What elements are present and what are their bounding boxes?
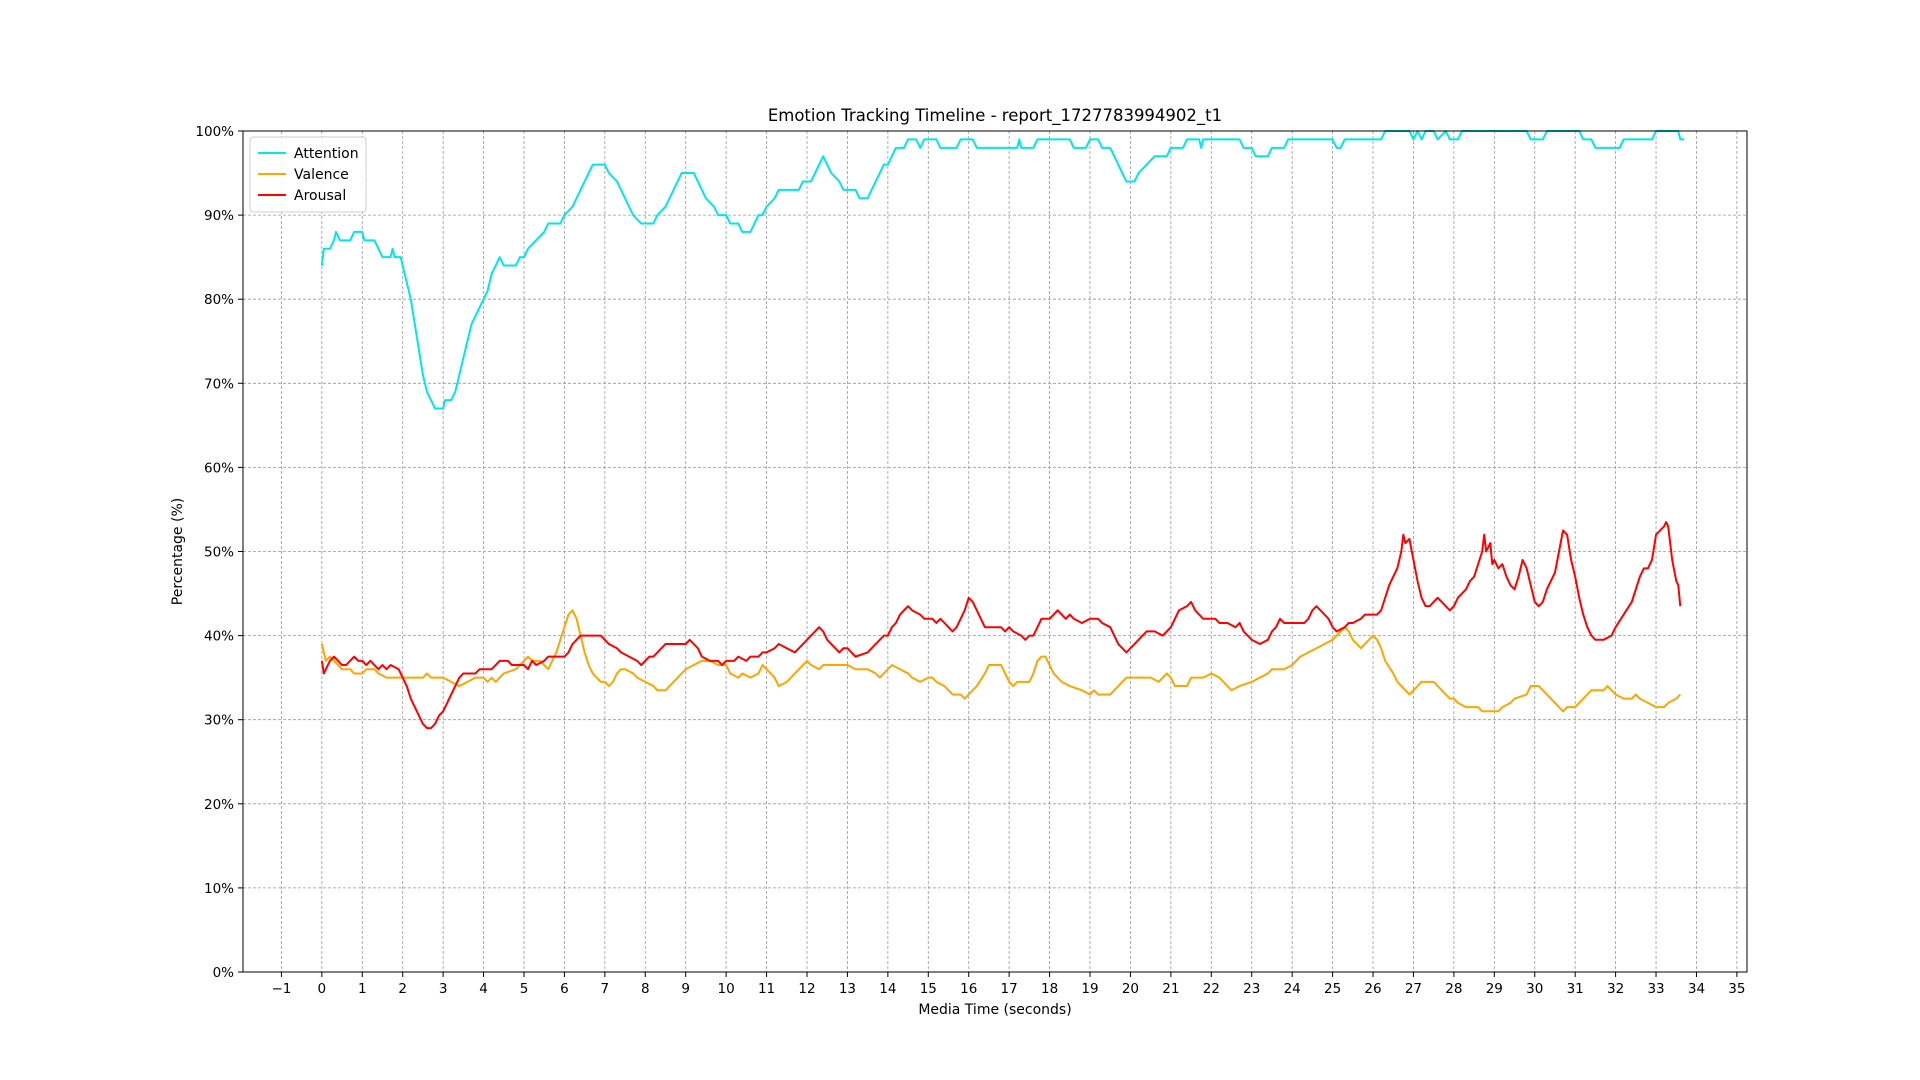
x-tick-label: 4 <box>479 981 488 997</box>
x-tick-label: −1 <box>271 981 291 997</box>
x-tick-label: 7 <box>601 981 610 997</box>
x-tick-label: 26 <box>1364 981 1381 997</box>
y-tick-label: 50% <box>204 545 234 561</box>
legend-label-attention: Attention <box>294 146 359 162</box>
x-tick-label: 29 <box>1486 981 1503 997</box>
y-tick-label: 10% <box>204 881 234 897</box>
x-tick-label: 13 <box>839 981 856 997</box>
x-tick-label: 12 <box>798 981 815 997</box>
x-tick-label: 16 <box>960 981 977 997</box>
x-tick-label: 24 <box>1284 981 1301 997</box>
legend: Attention Valence Arousal <box>249 136 367 213</box>
y-tick-label: 40% <box>204 629 234 645</box>
x-tick-label: 28 <box>1445 981 1462 997</box>
x-tick-label: 33 <box>1647 981 1664 997</box>
x-tick-label: 30 <box>1526 981 1543 997</box>
x-tick-label: 32 <box>1607 981 1624 997</box>
x-tick-label: 31 <box>1567 981 1584 997</box>
chart-title: Emotion Tracking Timeline - report_17277… <box>768 106 1222 126</box>
x-tick-label: 8 <box>641 981 650 997</box>
x-tick-label: 6 <box>560 981 569 997</box>
x-tick-label: 3 <box>439 981 448 997</box>
y-tick-label: 80% <box>204 292 234 308</box>
x-tick-label: 34 <box>1688 981 1705 997</box>
y-axis-label: Percentage (%) <box>170 498 186 605</box>
series-line-attention <box>320 130 1685 410</box>
x-tick-label: 27 <box>1405 981 1422 997</box>
x-tick-label: 20 <box>1122 981 1139 997</box>
x-tick-label: 2 <box>398 981 407 997</box>
y-tick-label: 90% <box>204 208 234 224</box>
x-tick-label: 10 <box>718 981 735 997</box>
series-layer <box>320 130 1685 730</box>
x-tick-label: 14 <box>879 981 896 997</box>
series-line-arousal <box>320 521 1682 730</box>
y-tick-label: 20% <box>204 797 234 813</box>
x-tick-label: 19 <box>1081 981 1098 997</box>
x-tick-label: 22 <box>1203 981 1220 997</box>
legend-box <box>249 136 367 213</box>
y-tick-label: 60% <box>204 460 234 476</box>
y-tick-label: 100% <box>195 124 234 140</box>
axis-ticks: −1 0 1 2 3 4 5 6 7 8 9 10 11 12 13 14 15 16 17 18 19 20 21 22 23… <box>195 124 1745 997</box>
legend-label-valence: Valence <box>294 167 349 183</box>
x-tick-label: 9 <box>681 981 690 997</box>
y-tick-label: 0% <box>213 965 235 981</box>
x-tick-label: 21 <box>1162 981 1179 997</box>
x-tick-label: 23 <box>1243 981 1260 997</box>
x-tick-label: 35 <box>1728 981 1745 997</box>
series-line-valence <box>320 609 1682 713</box>
x-tick-label: 15 <box>920 981 937 997</box>
x-tick-label: 25 <box>1324 981 1341 997</box>
x-axis-label: Media Time (seconds) <box>918 1002 1071 1018</box>
x-tick-label: 5 <box>520 981 529 997</box>
y-tick-label: 70% <box>204 376 234 392</box>
x-tick-label: 18 <box>1041 981 1058 997</box>
y-tick-label: 30% <box>204 713 234 729</box>
x-tick-label: 17 <box>1001 981 1018 997</box>
legend-label-arousal: Arousal <box>294 188 346 204</box>
x-tick-label: 0 <box>318 981 327 997</box>
x-tick-label: 1 <box>358 981 367 997</box>
x-tick-label: 11 <box>758 981 775 997</box>
